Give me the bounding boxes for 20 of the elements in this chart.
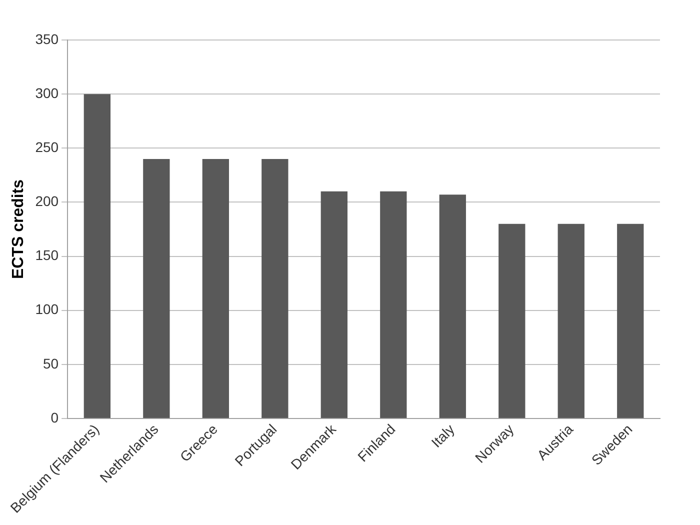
y-tick-label: 200 xyxy=(35,193,59,210)
bar xyxy=(558,224,584,418)
x-tick-label: Italy xyxy=(428,420,458,450)
bar xyxy=(143,158,170,418)
y-tick-label: 250 xyxy=(35,139,59,155)
bar xyxy=(202,158,229,418)
y-axis-title: ECTS credits xyxy=(10,179,28,280)
bar xyxy=(262,158,288,418)
bar xyxy=(84,94,111,418)
bar xyxy=(380,191,407,418)
y-tick-label: 300 xyxy=(35,84,59,101)
y-tick-label: 350 xyxy=(35,30,59,47)
bar xyxy=(320,191,348,418)
bar xyxy=(617,224,644,418)
bar xyxy=(439,194,466,418)
y-tick-label: 150 xyxy=(35,247,59,264)
bar xyxy=(498,224,526,418)
y-tick-label: 100 xyxy=(35,301,59,318)
y-tick-label: 50 xyxy=(42,355,59,372)
y-tick-label: 0 xyxy=(50,409,59,426)
